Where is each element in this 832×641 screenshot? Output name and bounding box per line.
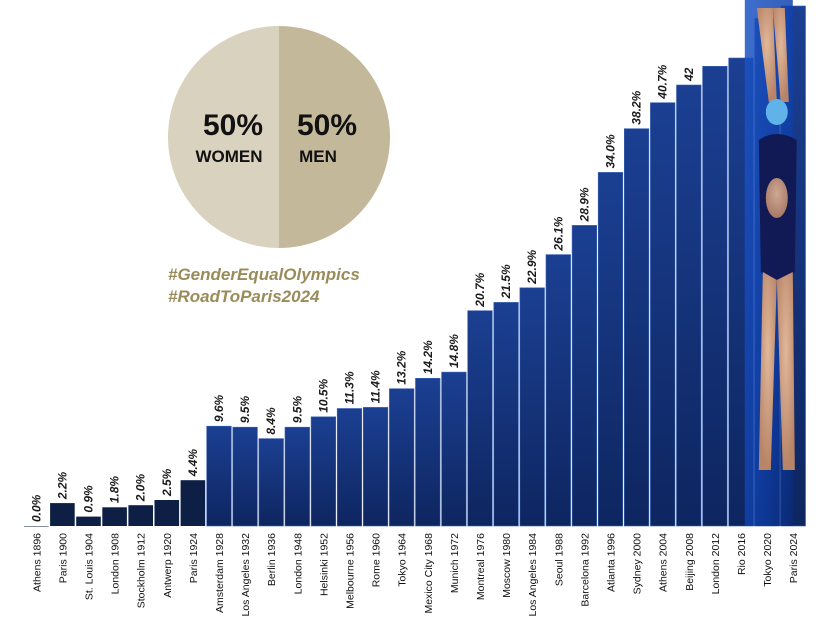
category-label: Barcelona 1992 (579, 533, 591, 607)
men-label: MEN (299, 147, 337, 166)
value-label: 14.2% (421, 340, 435, 374)
value-label: 40.7% (656, 64, 670, 99)
bar-london-1948 (284, 426, 310, 527)
bar-antwerp-1920 (154, 500, 180, 526)
bar-los-angeles-1984 (519, 287, 545, 527)
hashtag-road-to-paris: #RoadToParis2024 (168, 287, 320, 306)
value-label: 42 (682, 67, 696, 82)
value-label: 1.8% (108, 476, 122, 504)
bar-barcelona-1992 (571, 225, 597, 527)
category-label: Tokyo 2020 (762, 533, 774, 587)
value-label: 0.0% (29, 494, 43, 522)
category-label: Atlanta 1996 (606, 533, 618, 592)
bar-munich-1972 (441, 371, 467, 527)
value-label: 8.4% (264, 407, 278, 435)
value-labels: 0.0% 2.2% 0.9% 1.8% 2.0% 2.5% 4.4% 9.6% 9.5% 8.4%… (29, 64, 696, 522)
value-label: 26.1% (551, 216, 565, 251)
category-label: Athens 1896 (31, 533, 43, 592)
value-label: 22.9% (525, 249, 539, 284)
value-label: 11.4% (369, 370, 383, 403)
bar-atlanta-1996 (597, 172, 624, 527)
bar-paris-1900 (50, 503, 75, 526)
category-label: Los Angeles 1932 (240, 533, 252, 617)
category-label: London 1948 (292, 533, 304, 594)
value-label: 10.5% (316, 378, 330, 412)
bar-moscow-1980 (493, 302, 519, 527)
bar-rome-1960 (362, 407, 389, 527)
category-label: St. Louis 1904 (84, 533, 96, 600)
value-label: 4.4% (186, 449, 200, 478)
bar-tokyo-1964 (389, 388, 415, 527)
hashtags: #GenderEqualOlympics #RoadToParis2024 (168, 264, 360, 308)
category-label: Moscow 1980 (501, 533, 513, 598)
category-label: Paris 1924 (188, 533, 200, 583)
category-label: London 1908 (110, 533, 122, 594)
value-label: 21.5% (499, 264, 513, 299)
value-label: 38.2% (630, 90, 644, 124)
category-label: Berlin 1936 (266, 533, 278, 586)
bar-sydney-2000 (623, 128, 650, 527)
category-label: Stockholm 1912 (136, 533, 148, 608)
category-label: Antwerp 1920 (162, 533, 174, 598)
category-label: Sydney 2000 (632, 533, 644, 594)
bar-athens-1896 (24, 526, 49, 527)
bar-los-angeles-1932 (232, 426, 258, 527)
category-label: Melbourne 1956 (345, 533, 357, 609)
women-percent: 50% (203, 109, 263, 142)
bar-paris-1924 (180, 480, 206, 526)
bars-group (24, 5, 806, 527)
bar-london-1908 (102, 507, 127, 526)
value-label: 2.2% (55, 471, 69, 500)
men-percent: 50% (297, 109, 357, 142)
category-label: Athens 2004 (658, 533, 670, 592)
bar-st-louis-1904 (76, 516, 101, 526)
value-label: 34.0% (604, 134, 618, 168)
value-label: 9.5% (290, 396, 304, 424)
value-label: 13.2% (395, 350, 409, 384)
category-label: Los Angeles 1984 (527, 533, 539, 617)
bar-montreal-1976 (467, 310, 493, 527)
value-label: 20.7% (473, 272, 487, 307)
bar-seoul-1988 (545, 254, 571, 527)
swimmer-image (744, 0, 797, 526)
category-label: Munich 1972 (449, 533, 461, 593)
value-label: 2.5% (160, 468, 174, 497)
value-label: 9.6% (212, 394, 226, 422)
bar-beijing-2008 (676, 84, 702, 527)
category-label: Amsterdam 1928 (214, 533, 226, 613)
bar-athens-2004 (650, 102, 676, 527)
category-label: London 2012 (710, 533, 722, 594)
category-label: Seoul 1988 (553, 533, 565, 586)
value-label: 2.0% (134, 474, 148, 503)
gender-pie: 50% WOMEN 50% MEN (168, 26, 390, 248)
pie-slice-women (168, 26, 279, 248)
category-label: Montreal 1976 (475, 533, 487, 600)
hashtag-gender-equal: #GenderEqualOlympics (168, 265, 360, 284)
bar-amsterdam-1928 (206, 425, 232, 527)
category-label: Rome 1960 (371, 533, 383, 587)
category-label: Tokyo 1964 (397, 533, 409, 587)
value-label: 0.9% (82, 485, 96, 513)
value-label: 9.5% (238, 396, 252, 424)
value-label: 14.8% (447, 334, 461, 368)
value-label: 11.3% (343, 371, 357, 404)
category-label: Paris 2024 (788, 533, 800, 583)
bar-stockholm-1912 (128, 505, 153, 526)
bar-london-2012 (702, 66, 728, 527)
category-label: Mexico City 1968 (423, 533, 435, 614)
category-label: Paris 1900 (57, 533, 69, 583)
pie-slice-men (279, 26, 390, 248)
value-label: 28.9% (577, 187, 591, 222)
category-label: Rio 2016 (736, 533, 748, 575)
category-label: Beijing 2008 (684, 533, 696, 591)
bar-berlin-1936 (258, 438, 284, 527)
bar-mexico-city-1968 (415, 377, 441, 527)
bar-melbourne-1956 (336, 408, 363, 527)
women-label: WOMEN (195, 147, 262, 166)
category-label: Helsinki 1952 (318, 533, 330, 596)
bar-helsinki-1952 (310, 416, 337, 527)
category-labels: Athens 1896 Paris 1900 St. Louis 1904 Londo… (31, 533, 800, 617)
